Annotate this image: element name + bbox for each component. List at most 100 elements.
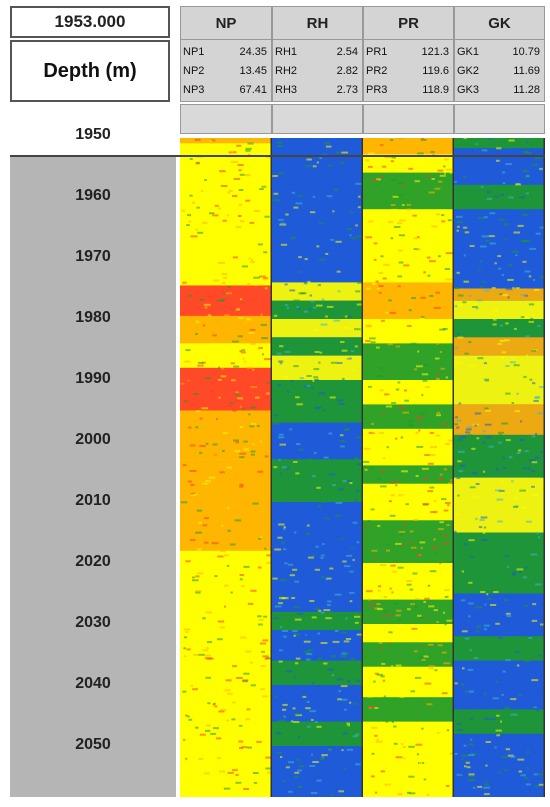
texture-speck: [350, 658, 355, 660]
depth-tick-1950: 1950: [75, 126, 111, 143]
texture-speck: [216, 258, 221, 261]
texture-speck: [258, 623, 263, 626]
texture-speck: [416, 248, 421, 251]
texture-speck: [380, 144, 384, 147]
texture-speck: [370, 508, 375, 511]
texture-speck: [496, 498, 504, 501]
texture-speck: [407, 608, 411, 611]
texture-speck: [433, 538, 436, 541]
texture-speck: [198, 361, 204, 364]
texture-speck: [472, 306, 478, 308]
texture-speck: [289, 289, 296, 292]
texture-speck: [222, 219, 227, 222]
texture-speck: [235, 774, 239, 776]
texture-speck: [373, 599, 376, 602]
texture-speck: [348, 733, 356, 736]
texture-speck: [401, 269, 407, 272]
texture-speck: [348, 315, 352, 318]
texture-speck: [293, 299, 300, 302]
texture-speck: [207, 641, 213, 644]
texture-speck: [195, 590, 202, 593]
texture-speck: [196, 509, 203, 512]
texture-speck: [273, 466, 278, 469]
texture-speck: [390, 178, 397, 181]
texture-speck: [454, 749, 459, 752]
texture-speck: [417, 152, 424, 155]
texture-speck: [498, 218, 505, 221]
texture-speck: [409, 588, 414, 591]
texture-speck: [388, 500, 392, 503]
texture-speck: [503, 223, 509, 226]
texture-speck: [259, 275, 266, 278]
texture-speck: [195, 410, 201, 413]
texture-speck: [220, 375, 227, 378]
texture-speck: [376, 346, 380, 349]
texture-speck: [189, 781, 195, 784]
texture-speck: [229, 543, 236, 546]
texture-speck: [364, 468, 368, 471]
texture-speck: [415, 598, 420, 600]
texture-speck: [516, 452, 521, 454]
texture-speck: [512, 505, 518, 508]
texture-speck: [344, 315, 348, 318]
texture-speck: [195, 149, 198, 152]
texture-speck: [240, 351, 246, 354]
texture-speck: [368, 152, 375, 155]
texture-speck: [455, 416, 458, 419]
depth-tick-2020: 2020: [75, 553, 111, 570]
texture-speck: [470, 555, 475, 558]
texture-speck: [306, 701, 310, 703]
texture-speck: [263, 396, 269, 399]
texture-speck: [189, 158, 193, 160]
texture-speck: [214, 705, 218, 708]
texture-speck: [251, 422, 257, 425]
texture-speck: [390, 160, 394, 163]
texture-speck: [531, 151, 538, 154]
texture-speck: [524, 660, 530, 663]
texture-speck: [247, 329, 250, 332]
texture-speck: [216, 417, 223, 419]
texture-speck: [457, 494, 460, 497]
texture-speck: [349, 570, 354, 573]
texture-speck: [481, 235, 488, 238]
texture-speck: [518, 229, 522, 232]
texture-speck: [457, 333, 460, 336]
stat-value: 24.35: [239, 46, 267, 58]
texture-speck: [239, 426, 244, 429]
texture-speck: [242, 407, 246, 410]
texture-speck: [320, 497, 324, 499]
texture-speck: [303, 385, 308, 388]
texture-speck: [238, 724, 243, 727]
texture-speck: [519, 489, 526, 492]
texture-speck: [354, 621, 359, 624]
texture-speck: [463, 138, 467, 140]
texture-speck: [421, 394, 424, 397]
texture-speck: [373, 680, 376, 683]
texture-speck: [456, 419, 462, 422]
texture-speck: [357, 463, 364, 466]
texture-speck: [505, 748, 511, 751]
texture-speck: [223, 292, 227, 295]
texture-speck: [465, 761, 470, 764]
texture-speck: [353, 758, 356, 761]
texture-speck: [343, 640, 350, 643]
texture-speck: [399, 533, 404, 536]
texture-speck: [533, 773, 539, 776]
texture-speck: [457, 336, 464, 339]
texture-speck: [286, 783, 291, 786]
texture-speck: [252, 368, 255, 371]
texture-speck: [437, 255, 441, 258]
texture-speck: [507, 296, 510, 299]
depth-tick-1970: 1970: [75, 248, 111, 265]
texture-speck: [500, 356, 504, 359]
texture-speck: [257, 243, 263, 246]
texture-speck: [416, 416, 423, 419]
texture-speck: [439, 533, 442, 536]
texture-speck: [221, 273, 228, 275]
texture-speck: [279, 578, 287, 581]
texture-speck: [284, 562, 288, 565]
texture-speck: [262, 198, 268, 201]
texture-speck: [498, 431, 504, 434]
texture-speck: [198, 758, 204, 760]
texture-speck: [530, 553, 538, 556]
